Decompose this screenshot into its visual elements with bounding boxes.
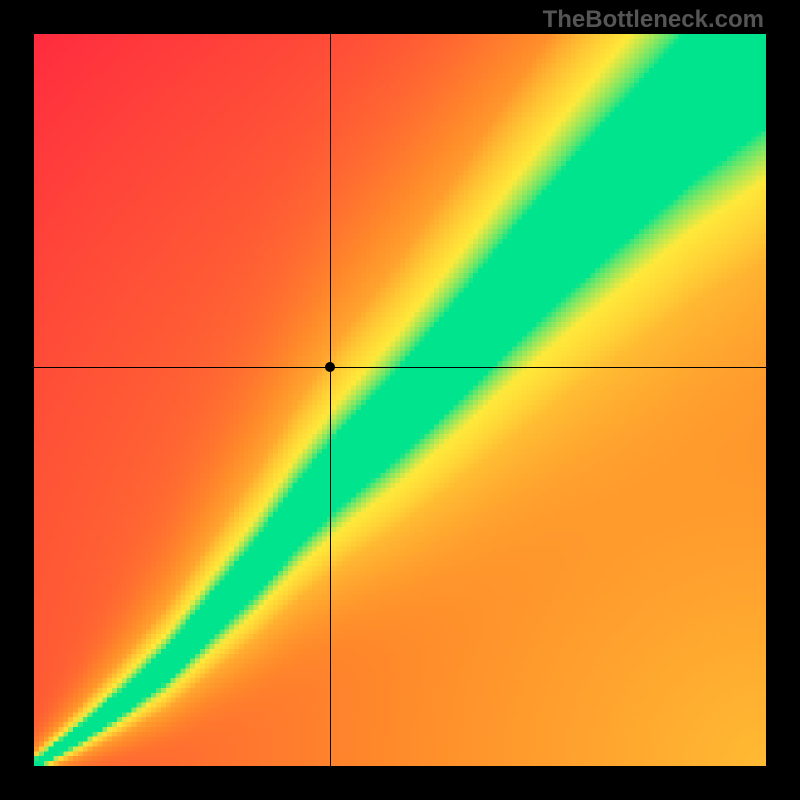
- crosshair-vertical: [330, 34, 331, 766]
- crosshair-horizontal: [34, 367, 766, 368]
- bottleneck-heatmap: [34, 34, 766, 766]
- watermark-label: TheBottleneck.com: [543, 6, 764, 34]
